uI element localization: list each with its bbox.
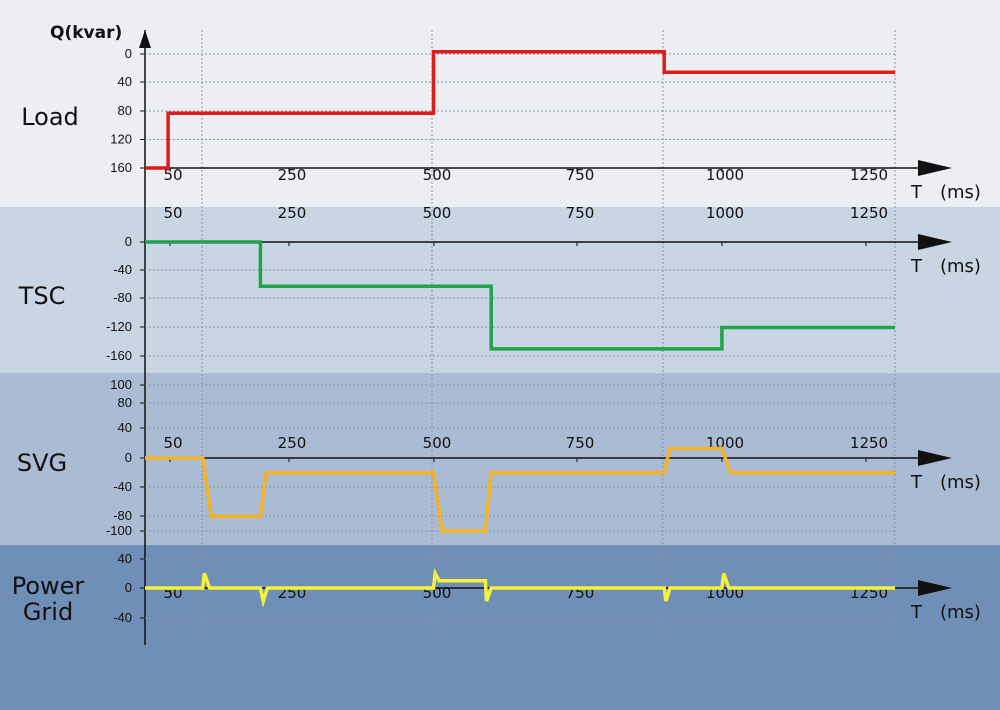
y-tick-label: -40 [113, 262, 132, 277]
x-tick-label: 750 [566, 204, 595, 222]
y-tick-label: 0 [125, 450, 132, 465]
y-tick-label: 40 [118, 551, 132, 566]
row-label: Power Grid [12, 572, 85, 626]
y-tick-label: 100 [110, 377, 132, 392]
x-tick-label: 1000 [706, 204, 744, 222]
x-axis-unit-label: T (ms) [910, 602, 981, 623]
x-tick-label: 1250 [850, 434, 888, 452]
x-tick-label: 250 [278, 166, 307, 184]
y-tick-label: 80 [118, 103, 132, 118]
x-tick-label: 750 [566, 166, 595, 184]
y-tick-label: 0 [125, 234, 132, 249]
y-tick-label: 40 [118, 74, 132, 89]
y-tick-label: -80 [113, 290, 132, 305]
y-tick-label: 160 [110, 160, 132, 175]
x-tick-label: 250 [278, 434, 307, 452]
series-line-load [145, 50, 895, 170]
series-line-svg [145, 446, 895, 533]
row-label: SVG [17, 449, 67, 477]
row-label: TSC [18, 282, 66, 310]
y-tick-label: -80 [113, 508, 132, 523]
y-tick-label: -160 [106, 348, 132, 363]
x-tick-label: 500 [423, 434, 452, 452]
y-axis-title: Q(kvar) [50, 23, 122, 43]
row-label: Load [21, 103, 79, 131]
x-tick-label: 50 [163, 166, 182, 184]
x-axis-unit-label: T (ms) [910, 182, 981, 203]
x-axis-arrow [918, 580, 952, 596]
y-tick-label: 40 [118, 420, 132, 435]
y-tick-label: 0 [125, 580, 132, 595]
series-line-tsc [145, 240, 895, 351]
x-axis-arrow [918, 234, 952, 250]
y-tick-label: -40 [113, 610, 132, 625]
y-tick-label: 80 [118, 395, 132, 410]
x-tick-label: 500 [423, 204, 452, 222]
row-label-line: Power [12, 572, 85, 600]
row-label-line: Grid [23, 598, 73, 626]
x-tick-label: 50 [163, 434, 182, 452]
x-axis-unit-label: T (ms) [910, 472, 981, 493]
x-tick-label: 750 [566, 434, 595, 452]
panel-background [0, 0, 1000, 207]
panel-background [0, 207, 1000, 373]
x-axis-unit-label: T (ms) [910, 256, 981, 277]
x-tick-label: 1250 [850, 204, 888, 222]
x-tick-label: 250 [278, 204, 307, 222]
y-axis-arrow [139, 30, 151, 48]
y-tick-label: -100 [106, 523, 132, 538]
series-line-power-grid [145, 567, 895, 608]
x-tick-label: 1250 [850, 166, 888, 184]
x-tick-label: 50 [163, 204, 182, 222]
y-tick-label: 120 [110, 132, 132, 147]
x-tick-label: 500 [423, 166, 452, 184]
y-tick-label: 0 [125, 46, 132, 61]
x-axis-arrow [918, 450, 952, 466]
x-tick-label: 1000 [706, 166, 744, 184]
x-axis-arrow [918, 160, 952, 176]
y-tick-label: -40 [113, 479, 132, 494]
panel-background [0, 545, 1000, 710]
y-tick-label: -120 [106, 319, 132, 334]
